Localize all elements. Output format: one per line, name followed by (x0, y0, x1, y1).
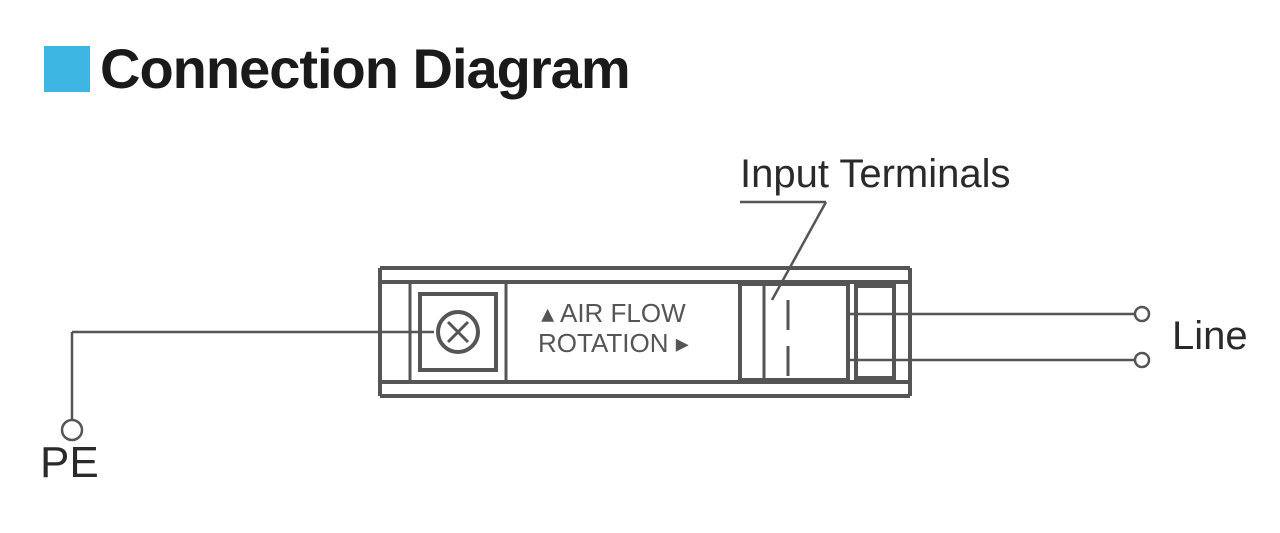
device-text-row2: ROTATION ▸ (538, 328, 689, 358)
terminal-block (740, 284, 848, 380)
device-text: ▴ AIR FLOW ROTATION ▸ (538, 298, 689, 358)
right-cap (856, 286, 894, 378)
connection-diagram (0, 0, 1280, 533)
rotation-arrow-icon: ▸ (676, 328, 689, 358)
device-text-row1: ▴ AIR FLOW (538, 298, 689, 328)
device-text-airflow: AIR FLOW (560, 298, 686, 328)
canvas: Connection Diagram Input Terminals Line … (0, 0, 1280, 533)
airflow-arrow-icon: ▴ (541, 298, 554, 328)
device-text-rotation: ROTATION (538, 328, 668, 358)
